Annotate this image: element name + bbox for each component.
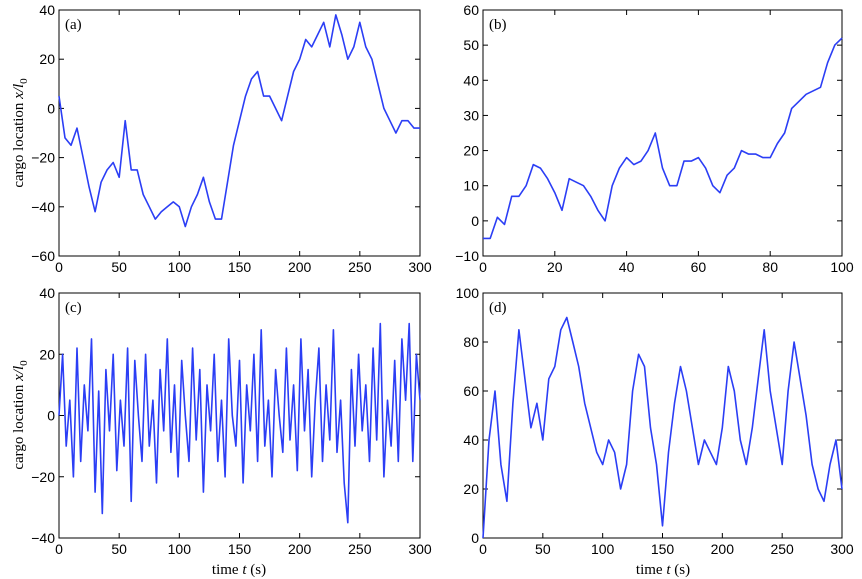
y-axis-label-top: cargo location x/l0 [11, 78, 30, 188]
panel-d-ticks: 0 50 100 150 200 250 300 0 20 40 60 80 100 [456, 285, 854, 557]
panel-a-series-line [58, 14, 420, 228]
panel-d-ytick-label-0: 0 [471, 530, 479, 546]
panel-c-ytick-label-2: 0 [47, 408, 55, 424]
panel-d-ytick-label-5: 100 [456, 285, 480, 301]
panel-c: (c) 0 50 100 150 200 250 300 −40 −20 0 20 40 [31, 285, 432, 557]
panel-b-xtick-label-1: 20 [547, 259, 563, 275]
panel-a-ytick-label-3: 0 [47, 100, 55, 116]
panel-d-xtick-label-5: 250 [770, 541, 794, 557]
panel-a-xtick-label-5: 250 [348, 259, 372, 275]
panel-b-xtick-label-5: 100 [830, 259, 854, 275]
panel-b-xtick-label-0: 0 [479, 259, 487, 275]
panel-d-xtick-label-2: 100 [591, 541, 615, 557]
panel-d-ytick-label-1: 20 [463, 481, 479, 497]
panel-c-label: (c) [65, 300, 82, 316]
panel-a-xtick-label-6: 300 [408, 259, 432, 275]
panel-c-ytick-label-4: 40 [39, 285, 55, 301]
panel-d-series-line [482, 316, 843, 539]
panel-a-ytick-label-2: −20 [31, 150, 55, 166]
panel-b-ytick-label-1: 0 [471, 213, 479, 229]
panel-d: (d) 0 50 100 150 200 250 300 0 20 40 60 80 100 [456, 285, 854, 557]
panel-a-xtick-label-3: 150 [228, 259, 252, 275]
panel-d-xtick-label-3: 150 [651, 541, 675, 557]
panel-c-xtick-label-4: 200 [288, 541, 312, 557]
panel-d-ytick-label-4: 80 [463, 334, 479, 350]
panel-c-frame [58, 292, 421, 539]
panel-c-xtick-label-2: 100 [168, 541, 192, 557]
panel-d-ytick-label-3: 60 [463, 383, 479, 399]
panel-d-frame [482, 292, 843, 539]
panel-b-xtick-label-3: 60 [691, 259, 707, 275]
panel-a-xtick-label-4: 200 [288, 259, 312, 275]
panel-a: (a) 0 50 100 150 200 250 300 −60 −40 −20 0 20 40 [31, 2, 432, 275]
panel-c-ytick-label-3: 20 [39, 346, 55, 362]
panel-b-ytick-label-0: −10 [455, 248, 479, 264]
panel-d-xtick-label-4: 200 [711, 541, 735, 557]
panel-c-xtick-label-5: 250 [348, 541, 372, 557]
panel-c-xtick-label-0: 0 [55, 541, 63, 557]
panel-b-ytick-label-2: 10 [463, 178, 479, 194]
panel-a-label: (a) [65, 17, 82, 33]
panel-d-xtick-label-1: 50 [535, 541, 551, 557]
y-axis-label-bottom: cargo location x/l0 [11, 360, 30, 470]
x-axis-label-left: time t (s) [212, 562, 266, 578]
panel-c-xtick-label-1: 50 [111, 541, 127, 557]
panel-b-ytick-label-5: 40 [463, 72, 479, 88]
panel-a-xtick-label-2: 100 [168, 259, 192, 275]
panel-a-xtick-label-0: 0 [55, 259, 63, 275]
panel-a-xtick-label-1: 50 [111, 259, 127, 275]
panel-b-label: (b) [489, 17, 507, 33]
panel-b-xtick-label-2: 40 [619, 259, 635, 275]
panel-c-ticks: 0 50 100 150 200 250 300 −40 −20 0 20 40 [31, 285, 432, 557]
panel-c-series-line [58, 322, 421, 524]
panel-a-ytick-label-5: 40 [39, 2, 55, 18]
panel-a-ytick-label-4: 20 [39, 51, 55, 67]
x-axis-label-right: time t (s) [636, 562, 690, 578]
panel-b-frame [482, 9, 843, 257]
panel-b-ytick-label-3: 20 [463, 143, 479, 159]
panel-c-xtick-label-3: 150 [228, 541, 252, 557]
panel-c-ytick-label-0: −40 [31, 530, 55, 546]
panel-a-ticks: 0 50 100 150 200 250 300 −60 −40 −20 0 20 40 [31, 2, 432, 275]
panel-b-ytick-label-6: 50 [463, 37, 479, 53]
panel-d-xtick-label-6: 300 [830, 541, 854, 557]
panel-d-label: (d) [489, 300, 507, 316]
panel-c-ytick-label-1: −20 [31, 469, 55, 485]
panel-d-ytick-label-2: 40 [463, 432, 479, 448]
panel-b-ytick-label-4: 30 [463, 107, 479, 123]
panel-c-xtick-label-6: 300 [408, 541, 432, 557]
panel-a-ytick-label-1: −40 [31, 199, 55, 215]
panel-d-xtick-label-0: 0 [479, 541, 487, 557]
panel-b-ytick-label-7: 60 [463, 2, 479, 18]
panel-b-series-line [483, 37, 843, 240]
panel-b-xtick-label-4: 80 [762, 259, 778, 275]
panel-a-ytick-label-0: −60 [31, 248, 55, 264]
